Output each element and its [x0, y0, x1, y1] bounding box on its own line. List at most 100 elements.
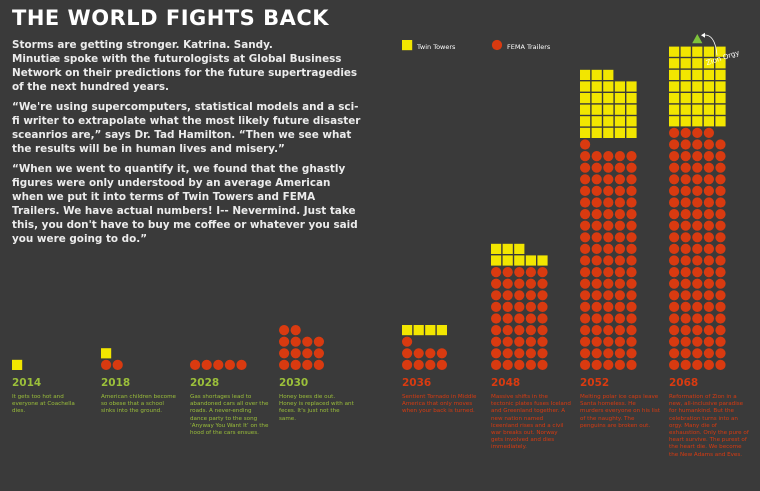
- fema-trailer-icon: [591, 255, 602, 266]
- fema-trailer-icon: [669, 255, 680, 266]
- fema-trailer-icon: [402, 359, 413, 370]
- twin-towers-icon: [491, 243, 502, 254]
- fema-trailer-icon: [603, 243, 614, 254]
- fema-trailer-icon: [703, 325, 715, 336]
- fema-trailer-icon: [692, 232, 703, 243]
- fema-trailer-icon: [525, 278, 537, 289]
- fema-trailer-icon: [680, 174, 691, 185]
- fema-trailer-icon: [603, 255, 614, 266]
- twin-towers-icon: [101, 348, 112, 359]
- description-2036: Sentient Tornado in Middle America that …: [402, 394, 477, 415]
- fema-trailer-icon: [514, 348, 525, 359]
- fema-trailer-icon: [603, 278, 614, 289]
- fema-trailer-icon: [591, 301, 602, 312]
- fema-trailer-icon: [537, 325, 548, 336]
- fema-trailer-icon: [580, 162, 591, 173]
- fema-trailer-icon: [626, 243, 637, 254]
- twin-towers-icon: [580, 81, 591, 92]
- fema-trailer-icon: [692, 348, 703, 359]
- twin-towers-icon: [669, 81, 680, 92]
- fema-trailer-icon: [591, 162, 602, 173]
- fema-trailer-icon: [112, 359, 123, 370]
- fema-trailer-icon: [436, 348, 447, 359]
- fema-trailer-icon: [669, 301, 680, 312]
- twin-towers-icon: [703, 46, 714, 57]
- fema-trailer-icon: [703, 209, 715, 220]
- fema-trailer-icon: [692, 336, 703, 347]
- legend-twin-towers-icon: [402, 40, 413, 51]
- twin-towers-icon: [680, 46, 691, 57]
- fema-trailer-icon: [680, 313, 691, 324]
- fema-trailer-icon: [715, 243, 726, 254]
- fema-trailer-icon: [614, 336, 626, 347]
- fema-trailer-icon: [669, 313, 680, 324]
- fema-trailer-icon: [626, 336, 637, 347]
- twin-towers-icon: [715, 116, 726, 127]
- fema-trailer-icon: [626, 185, 637, 196]
- twin-towers-icon: [514, 243, 525, 254]
- page-title: THE WORLD FIGHTS BACK: [12, 6, 330, 30]
- fema-trailer-icon: [591, 232, 602, 243]
- fema-trailer-icon: [413, 359, 424, 370]
- fema-trailer-icon: [669, 243, 680, 254]
- year-label-2036: 2036: [402, 377, 431, 389]
- zion-orgy-triangle-icon: [692, 34, 703, 44]
- fema-trailer-icon: [502, 359, 513, 370]
- fema-trailer-icon: [591, 197, 602, 208]
- fema-trailer-icon: [626, 290, 637, 301]
- fema-trailer-icon: [603, 267, 614, 278]
- fema-trailer-icon: [591, 336, 602, 347]
- twin-towers-icon: [669, 104, 680, 115]
- twin-towers-icon: [614, 127, 625, 138]
- fema-trailer-icon: [692, 313, 703, 324]
- twin-towers-icon: [436, 325, 447, 336]
- fema-trailer-icon: [502, 290, 513, 301]
- fema-trailer-icon: [626, 359, 637, 370]
- twin-towers-icon: [680, 104, 691, 115]
- fema-trailer-icon: [201, 359, 212, 370]
- fema-trailer-icon: [525, 301, 537, 312]
- fema-trailer-icon: [591, 243, 602, 254]
- fema-trailer-icon: [614, 243, 626, 254]
- fema-trailer-icon: [669, 127, 680, 138]
- fema-trailer-icon: [525, 348, 537, 359]
- twin-towers-icon: [614, 104, 625, 115]
- fema-trailer-icon: [502, 336, 513, 347]
- fema-trailer-icon: [491, 359, 502, 370]
- fema-trailer-icon: [680, 127, 691, 138]
- fema-trailer-icon: [190, 359, 201, 370]
- twin-towers-icon: [692, 93, 703, 104]
- fema-trailer-icon: [580, 139, 591, 150]
- fema-trailer-icon: [703, 185, 715, 196]
- fema-trailer-icon: [603, 151, 614, 162]
- fema-trailer-icon: [491, 290, 502, 301]
- fema-trailer-icon: [692, 255, 703, 266]
- fema-trailer-icon: [614, 313, 626, 324]
- fema-trailer-icon: [626, 232, 637, 243]
- fema-trailer-icon: [580, 220, 591, 231]
- fema-trailer-icon: [525, 325, 537, 336]
- fema-trailer-icon: [692, 359, 703, 370]
- fema-trailer-icon: [715, 151, 726, 162]
- fema-trailer-icon: [703, 336, 715, 347]
- fema-trailer-icon: [514, 278, 525, 289]
- fema-trailer-icon: [669, 325, 680, 336]
- annotation-arrowhead: [701, 32, 705, 38]
- fema-trailer-icon: [715, 278, 726, 289]
- fema-trailer-icon: [603, 313, 614, 324]
- fema-trailer-icon: [680, 325, 691, 336]
- fema-trailer-icon: [580, 313, 591, 324]
- fema-trailer-icon: [491, 325, 502, 336]
- fema-trailer-icon: [680, 255, 691, 266]
- fema-trailer-icon: [614, 209, 626, 220]
- twin-towers-icon: [715, 69, 726, 80]
- fema-trailer-icon: [680, 232, 691, 243]
- fema-trailer-icon: [580, 255, 591, 266]
- twin-towers-icon: [715, 104, 726, 115]
- year-label-2052: 2052: [580, 377, 609, 389]
- fema-trailer-icon: [703, 162, 715, 173]
- twin-towers-icon: [12, 359, 23, 370]
- twin-towers-icon: [603, 116, 614, 127]
- fema-trailer-icon: [692, 220, 703, 231]
- twin-towers-icon: [626, 81, 637, 92]
